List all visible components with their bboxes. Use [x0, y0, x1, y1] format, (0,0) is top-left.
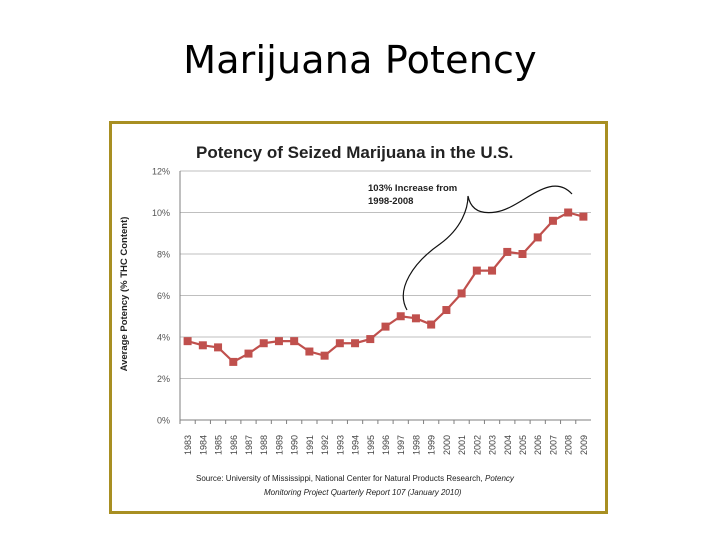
y-tick-label: 10% [152, 208, 170, 218]
data-point [335, 339, 344, 348]
x-tick-label: 1990 [290, 435, 300, 455]
x-tick-label: 2009 [579, 435, 589, 455]
source-note-line-1: Source: University of Mississippi, Natio… [196, 474, 515, 483]
x-tick-label: 2005 [518, 435, 528, 455]
series-average-potency [183, 208, 588, 366]
slide-title: Marijuana Potency [183, 38, 537, 82]
x-tick-label: 1996 [381, 435, 391, 455]
annotation-brace [402, 185, 573, 311]
y-tick-label: 0% [157, 416, 170, 426]
data-point [381, 322, 390, 331]
data-point [320, 351, 329, 360]
data-point [305, 347, 314, 356]
x-tick-label: 2008 [564, 435, 574, 455]
x-tick-label: 2000 [442, 435, 452, 455]
data-point [244, 349, 253, 358]
data-point [579, 212, 588, 221]
potency-chart: Potency of Seized Marijuana in the U.S. … [119, 143, 591, 497]
y-tick-label: 2% [157, 374, 170, 384]
x-tick-label: 1999 [427, 435, 437, 455]
data-point [351, 339, 360, 348]
x-tick-label: 1993 [335, 435, 345, 455]
data-point [411, 314, 420, 323]
data-point [488, 266, 497, 275]
x-tick-label: 1985 [214, 435, 224, 455]
x-tick-label: 1988 [259, 435, 269, 455]
data-point [427, 320, 436, 329]
source-italic-1: Potency [485, 474, 515, 483]
x-tick-label: 1983 [183, 435, 193, 455]
x-tick-label: 1984 [198, 435, 208, 455]
x-tick-label: 1994 [351, 435, 361, 455]
x-tick-label: 1991 [305, 435, 315, 455]
x-tick-label: 2003 [488, 435, 498, 455]
data-point [366, 335, 375, 344]
data-point [457, 289, 466, 298]
data-point [229, 357, 238, 366]
data-point [198, 341, 207, 350]
annotation-line-2: 1998-2008 [368, 196, 413, 207]
x-tick-label: 2007 [548, 435, 558, 455]
chart-title: Potency of Seized Marijuana in the U.S. [196, 143, 513, 162]
x-tick-label: 1987 [244, 435, 254, 455]
chart-frame: Potency of Seized Marijuana in the U.S. … [109, 121, 608, 514]
y-tick-label: 8% [157, 250, 170, 260]
data-point [396, 312, 405, 321]
gridlines [179, 170, 591, 421]
data-point [472, 266, 481, 275]
x-tick-label: 1997 [396, 435, 406, 455]
x-tick-label: 1989 [274, 435, 284, 455]
source-plain: Source: University of Mississippi, Natio… [196, 474, 485, 483]
y-tick-label: 6% [157, 291, 170, 301]
data-point [274, 337, 283, 346]
data-point [518, 250, 527, 258]
data-point [183, 337, 192, 346]
data-point [564, 208, 573, 217]
x-tick-label: 1986 [229, 435, 239, 455]
x-tick-label: 1992 [320, 435, 330, 455]
y-tick-label: 12% [152, 167, 170, 177]
data-point [533, 233, 542, 242]
x-tick-label: 2004 [503, 435, 513, 455]
annotation-line-1: 103% Increase from [368, 183, 457, 194]
x-tick-label: 2001 [457, 435, 467, 455]
y-tick-label: 4% [157, 333, 170, 343]
data-point [290, 337, 299, 346]
series-line [187, 211, 584, 364]
x-tick-label: 2006 [533, 435, 543, 455]
data-point [548, 216, 557, 225]
data-point [214, 343, 223, 352]
x-tick-label: 1998 [411, 435, 421, 455]
x-tick-label: 2002 [472, 435, 482, 455]
y-axis-label: Average Potency (% THC Content) [119, 217, 130, 372]
x-tick-labels: 1983 1984 1985 1986 1987 1988 1989 1990 1991 1992… [179, 420, 589, 455]
source-note-line-2: Monitoring Project Quarterly Report 107 … [264, 488, 462, 497]
y-tick-labels: 0% 2% 4% 6% 8% 10% 12% [152, 167, 170, 426]
data-point [259, 339, 268, 348]
data-point [503, 247, 512, 256]
x-tick-label: 1995 [366, 435, 376, 455]
data-point [442, 306, 451, 315]
source-italic-2: Monitoring Project Quarterly Report 107 … [264, 488, 462, 497]
